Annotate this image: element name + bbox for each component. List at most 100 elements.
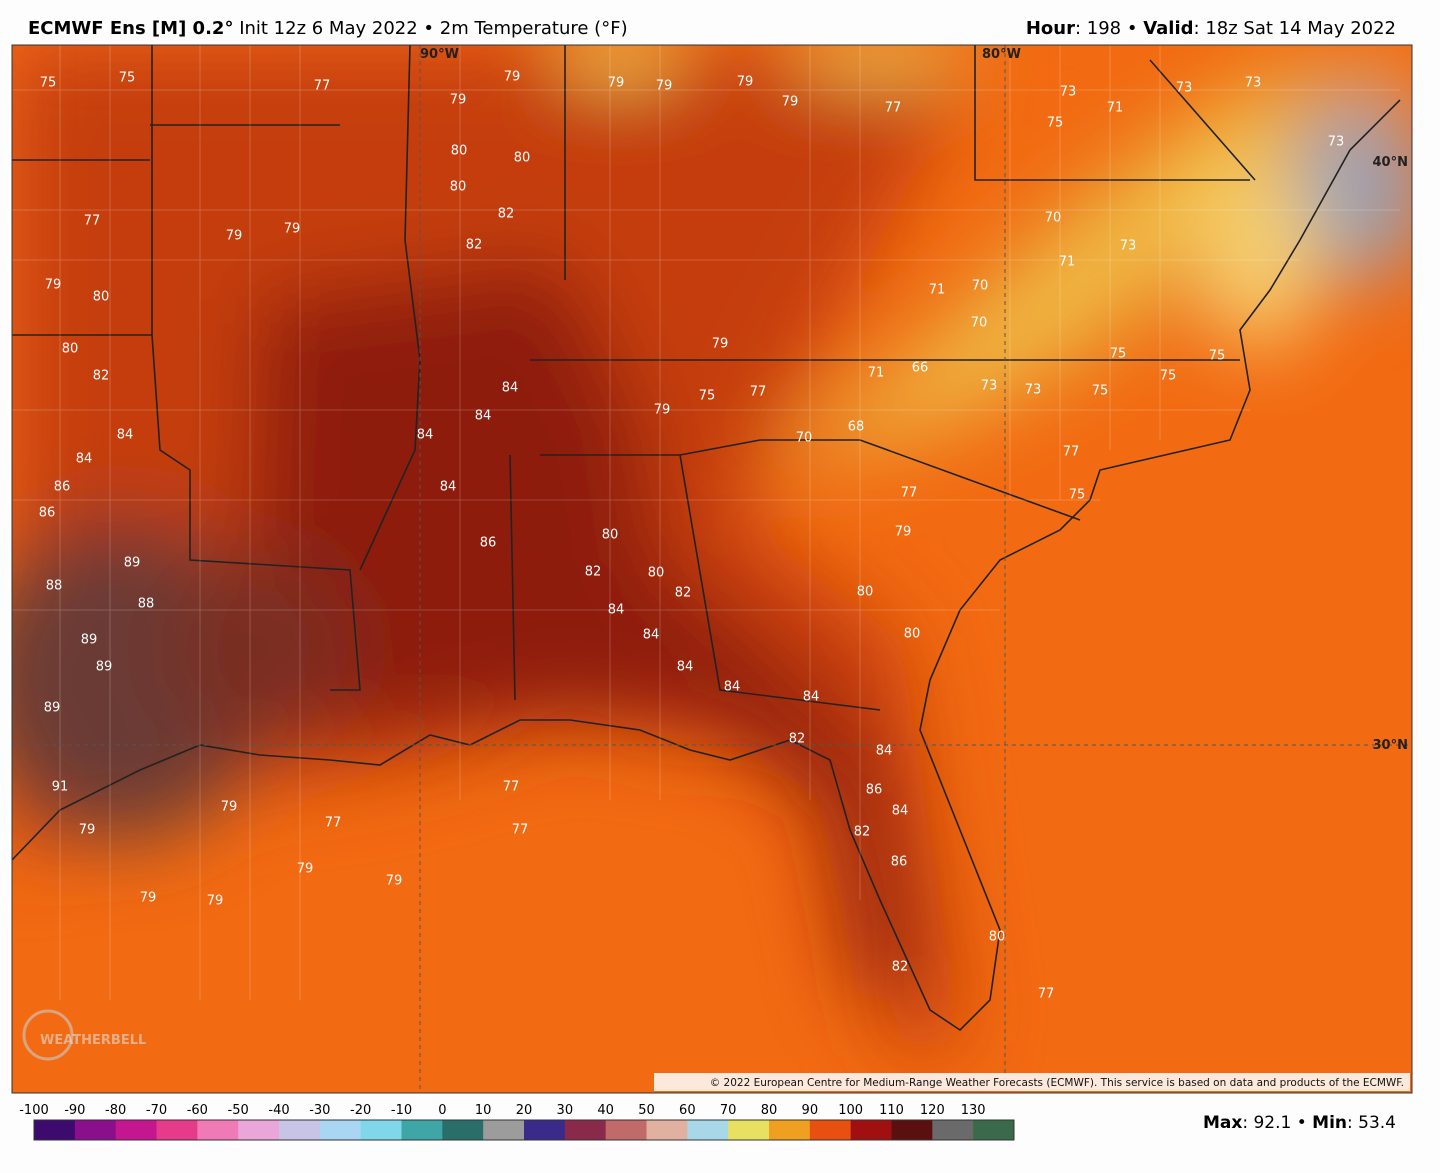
station-value: 82 — [675, 586, 692, 601]
station-value: 79 — [450, 93, 467, 108]
colorbar-tick-label: 130 — [961, 1103, 986, 1118]
station-value: 71 — [1059, 255, 1076, 270]
station-value: 73 — [981, 379, 998, 394]
max: : 92.1 • — [1242, 1113, 1306, 1133]
station-value: 80 — [648, 566, 665, 581]
station-value: 89 — [124, 556, 141, 571]
colorbar-swatch — [319, 1120, 362, 1140]
station-value: 79 — [297, 862, 314, 877]
station-value: 86 — [480, 536, 497, 551]
map: 75 75 77 79 79 79 79 79 77 73 71 73 73 73 75 79 80 80 80 82… — [12, 45, 1412, 1093]
station-value: 66 — [912, 361, 929, 376]
station-value: 84 — [876, 744, 893, 759]
colorbar-frame — [33, 1119, 1015, 1141]
station-value: 77 — [1038, 987, 1055, 1002]
min-label: Min — [1312, 1113, 1347, 1133]
station-value: 73 — [1025, 383, 1042, 398]
station-value: 79 — [140, 891, 157, 906]
map-frame — [11, 44, 1413, 1094]
station-value: 79 — [79, 823, 96, 838]
station-value: 82 — [854, 825, 871, 840]
station-value: 77 — [750, 385, 767, 400]
colorbar-tick-label: 120 — [920, 1103, 945, 1118]
colorbar-tick-label: 110 — [879, 1103, 904, 1118]
station-value: 73 — [1245, 76, 1262, 91]
station-value: 84 — [892, 804, 909, 819]
lat-label: 30°N — [1373, 738, 1408, 753]
colorbar-tick-label: 90 — [802, 1103, 819, 1118]
max-label: Max — [1203, 1113, 1242, 1133]
watermark-logo — [22, 1009, 74, 1061]
station-value: 84 — [643, 628, 660, 643]
station-value: 79 — [284, 222, 301, 237]
station-value: 79 — [895, 525, 912, 540]
station-value: 79 — [504, 70, 521, 85]
colorbar-swatch — [564, 1120, 607, 1140]
station-value: 89 — [81, 633, 98, 648]
station-value: 75 — [119, 71, 136, 86]
station-value: 70 — [796, 431, 813, 446]
station-value: 80 — [93, 290, 110, 305]
valid: : 18z Sat 14 May 2022 — [1194, 18, 1396, 39]
colorbar-tick-label: 0 — [438, 1103, 446, 1118]
station-value: 84 — [475, 409, 492, 424]
colorbar-tick-label: 50 — [638, 1103, 655, 1118]
station-value: 73 — [1060, 85, 1077, 100]
station-value: 79 — [608, 76, 625, 91]
station-value: 70 — [1045, 211, 1062, 226]
station-value: 68 — [848, 420, 865, 435]
station-value: 88 — [138, 597, 155, 612]
station-value: 80 — [451, 144, 468, 159]
station-value: 79 — [712, 337, 729, 352]
station-value: 75 — [1209, 349, 1226, 364]
hour-label: Hour — [1026, 18, 1075, 39]
station-value: 79 — [656, 79, 673, 94]
station-value: 79 — [782, 95, 799, 110]
colorbar-swatch — [156, 1120, 198, 1140]
colorbar-swatch — [850, 1120, 892, 1140]
station-value: 73 — [1176, 81, 1193, 96]
colorbar-tick-label: 30 — [557, 1103, 574, 1118]
station-value: 82 — [93, 369, 110, 384]
graticule — [12, 45, 1412, 1093]
station-value: 80 — [989, 930, 1006, 945]
station-value: 71 — [868, 366, 885, 381]
station-value: 86 — [866, 783, 883, 798]
colorbar-tick-label: -80 — [105, 1103, 126, 1118]
colorbar-swatch — [728, 1120, 770, 1140]
station-value: 75 — [1069, 488, 1086, 503]
station-value: 75 — [699, 389, 716, 404]
colorbar: -100 -90 -80 -70 -60 -50 -40 -30 -20 -10 0 10 20 30 40… — [19, 1103, 1015, 1141]
station-value: 82 — [466, 238, 483, 253]
station-value: 80 — [904, 627, 921, 642]
station-value: 84 — [803, 690, 820, 705]
colorbar-tick-label: 100 — [838, 1103, 863, 1118]
lat-label: 40°N — [1373, 155, 1408, 170]
copyright-box — [654, 1073, 1410, 1091]
station-value: 80 — [62, 342, 79, 357]
station-value: 75 — [1092, 384, 1109, 399]
station-value: 84 — [677, 660, 694, 675]
station-value: 77 — [1063, 445, 1080, 460]
colorbar-tick-label: -60 — [187, 1103, 208, 1118]
station-value: 79 — [221, 800, 238, 815]
station-value: 84 — [724, 680, 741, 695]
station-value: 79 — [45, 278, 62, 293]
colorbar-swatch — [687, 1120, 729, 1140]
station-value: 82 — [892, 960, 909, 975]
station-value: 84 — [76, 452, 93, 467]
station-value: 80 — [514, 151, 531, 166]
station-value: 77 — [503, 780, 520, 795]
station-value: 80 — [857, 585, 874, 600]
station-value: 73 — [1328, 135, 1345, 150]
colorbar-swatch — [34, 1120, 76, 1140]
colorbar-swatch — [74, 1120, 117, 1140]
station-value: 84 — [117, 428, 134, 443]
header-left: ECMWF Ens [M] 0.2° Init 12z 6 May 2022 •… — [28, 18, 628, 39]
station-value: 89 — [96, 660, 113, 675]
station-value: 79 — [226, 229, 243, 244]
colorbar-swatch — [646, 1120, 688, 1140]
station-value: 84 — [502, 381, 519, 396]
colorbar-swatch — [769, 1120, 811, 1140]
